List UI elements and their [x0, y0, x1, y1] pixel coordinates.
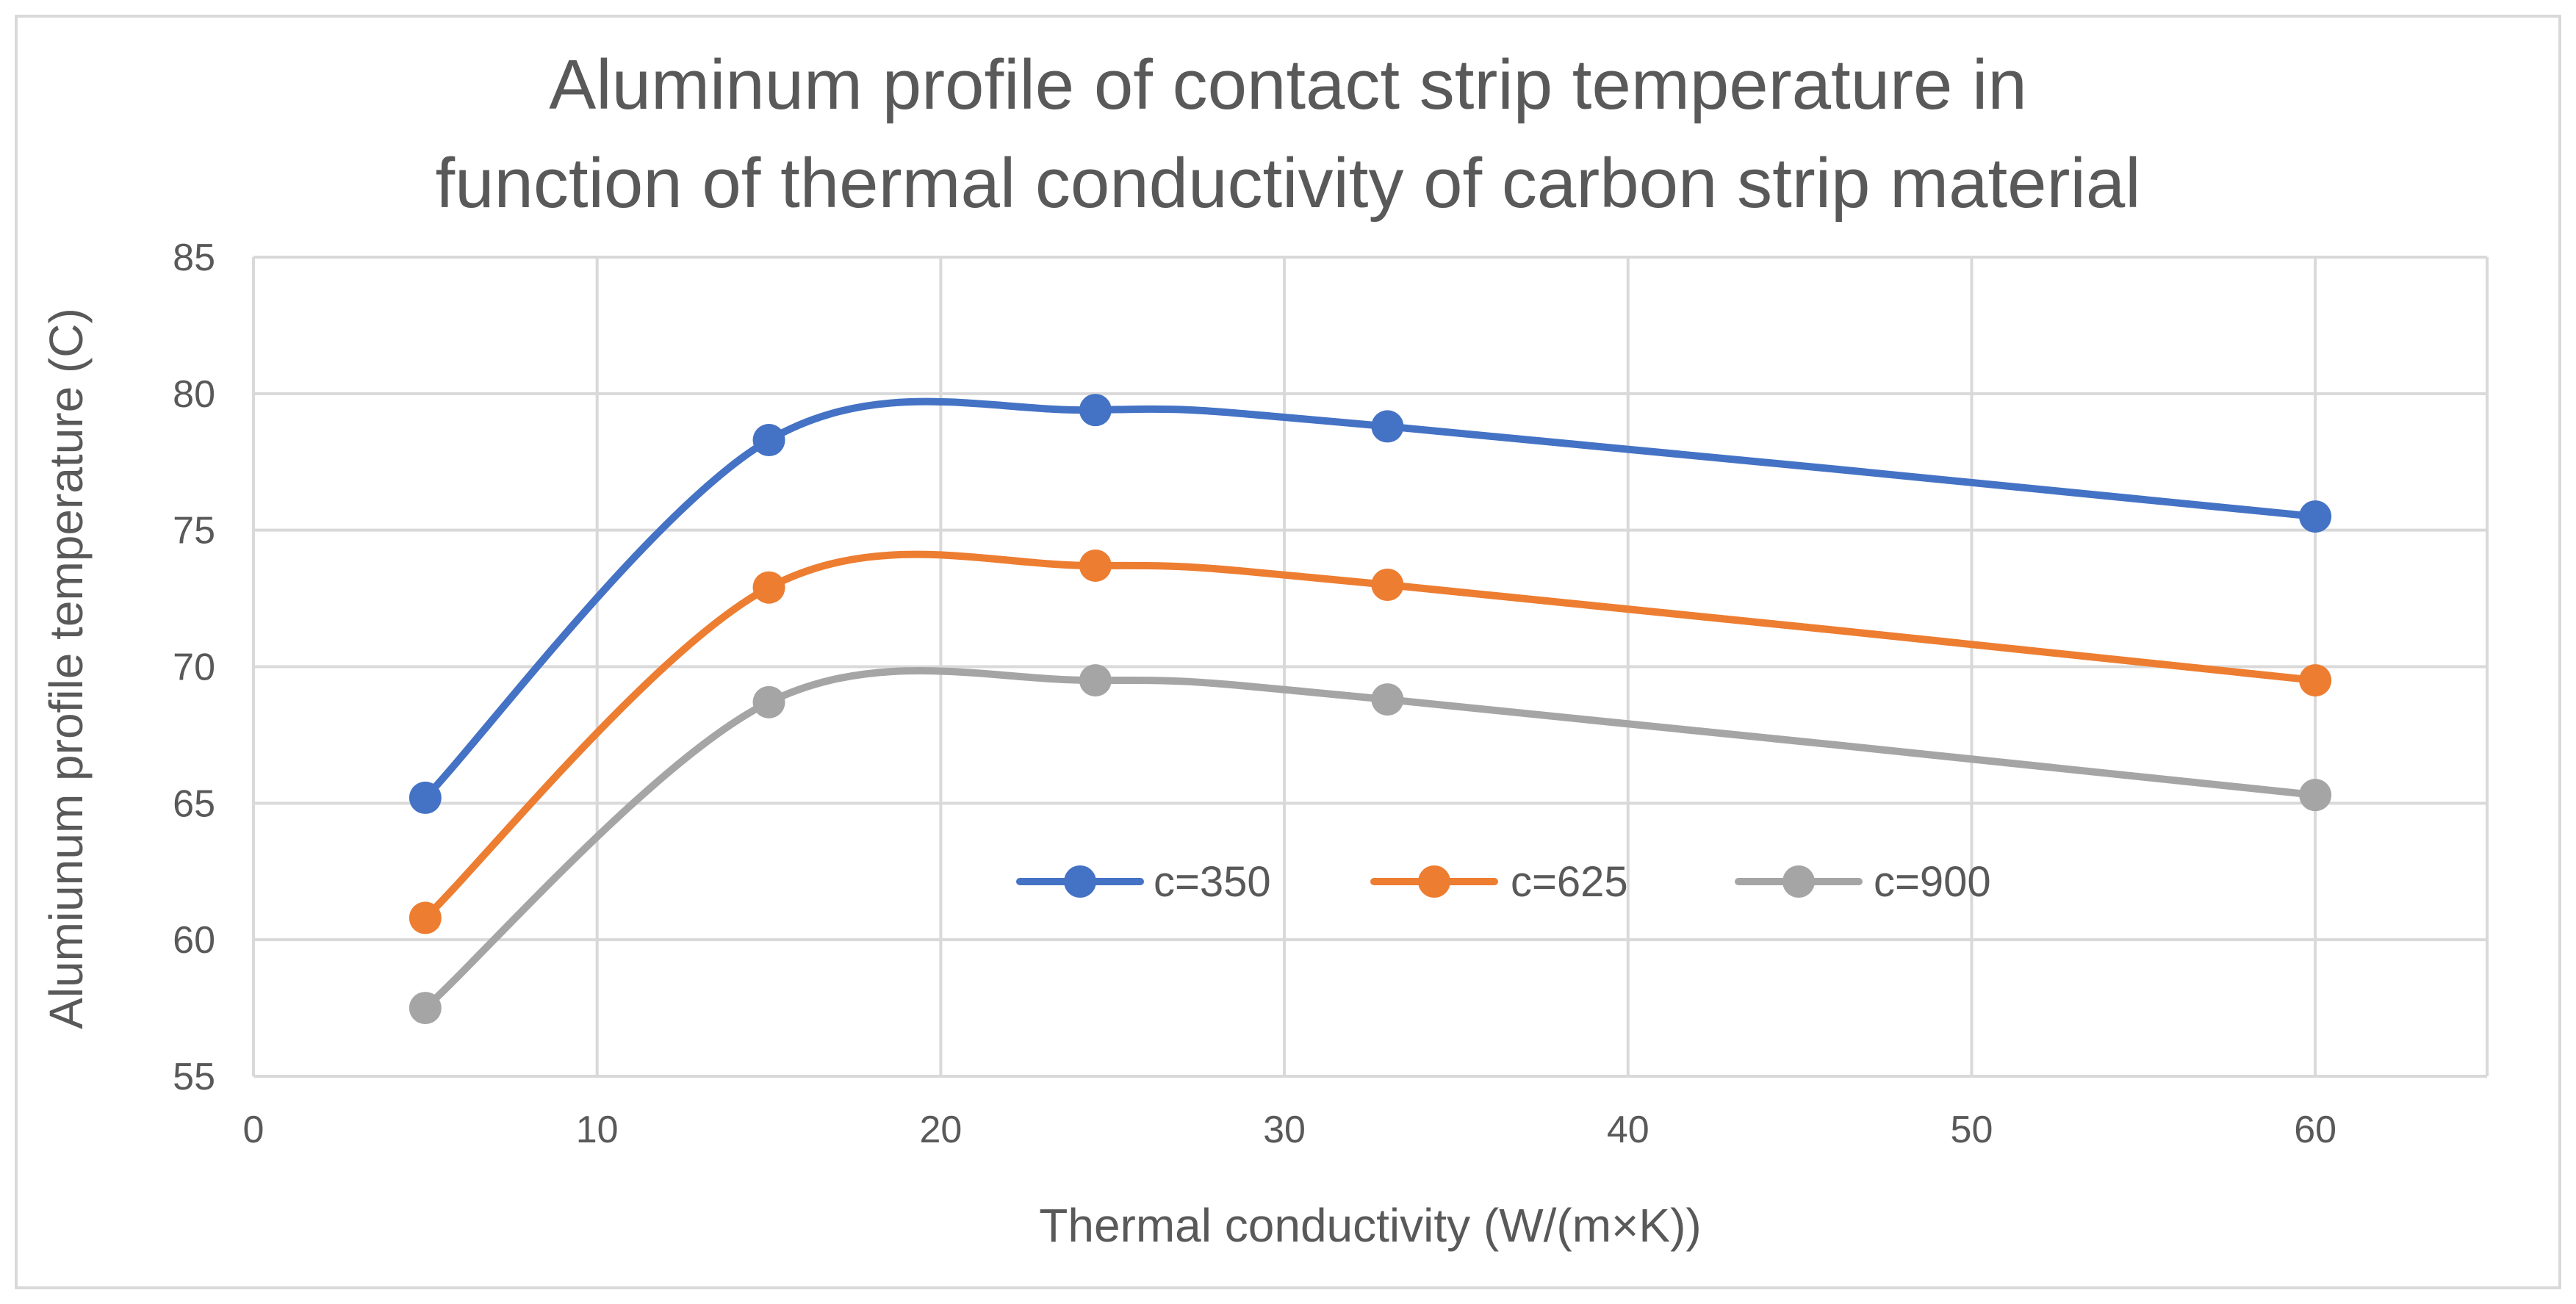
data-point-c350-3 — [1371, 410, 1404, 443]
y-axis-title: Alumiunum profile temperature (C) — [40, 308, 93, 1029]
legend-label-c900: c=900 — [1874, 858, 1991, 906]
series-line-c350 — [421, 397, 2320, 802]
series-line-c625 — [421, 550, 2320, 922]
data-point-c625-4 — [2299, 664, 2332, 697]
legend-label-c350: c=350 — [1154, 858, 1271, 906]
data-point-c625-2 — [1079, 549, 1112, 582]
data-point-c900-2 — [1079, 664, 1112, 697]
legend-marker-c350 — [1064, 865, 1096, 898]
x-axis-title: Thermal conductivity (W/(m×K)) — [1039, 1199, 1701, 1252]
x-tick-label: 60 — [2294, 1109, 2336, 1151]
y-tick-label: 70 — [173, 646, 215, 689]
y-tick-label: 55 — [173, 1056, 215, 1098]
y-tick-label: 85 — [173, 237, 215, 279]
y-tick-labels: 55 60 65 70 75 80 85 — [173, 237, 215, 1098]
y-tick-label: 65 — [173, 782, 215, 825]
x-tick-label: 50 — [1951, 1109, 1993, 1151]
data-point-c900-0 — [409, 992, 442, 1025]
data-point-c625-3 — [1371, 569, 1404, 601]
data-point-c350-0 — [409, 781, 442, 814]
legend-item-c350: c=350 — [1016, 858, 1271, 906]
series-group — [409, 394, 2332, 1025]
legend-item-c900: c=900 — [1735, 858, 1991, 906]
x-tick-labels: 0 10 20 30 40 50 60 — [243, 1109, 2337, 1151]
chart-title-line-2: function of thermal conductivity of carb… — [435, 144, 2140, 223]
gridlines — [252, 256, 2489, 1076]
legend-label-c625: c=625 — [1511, 858, 1628, 906]
data-point-c900-4 — [2299, 779, 2332, 812]
data-point-c900-3 — [1371, 683, 1404, 716]
y-tick-label: 60 — [173, 919, 215, 962]
data-point-c625-0 — [409, 901, 442, 934]
data-point-c350-1 — [752, 424, 785, 457]
x-tick-label: 0 — [243, 1109, 265, 1151]
x-tick-label: 30 — [1263, 1109, 1306, 1151]
data-point-c350-2 — [1079, 394, 1112, 427]
legend-marker-c625 — [1418, 865, 1450, 898]
legend-marker-c900 — [1782, 865, 1815, 898]
data-point-c350-4 — [2299, 500, 2332, 533]
x-tick-label: 20 — [919, 1109, 962, 1151]
x-tick-label: 40 — [1607, 1109, 1649, 1151]
data-point-c900-1 — [752, 685, 785, 718]
y-tick-label: 75 — [173, 510, 215, 552]
chart-title-line-1: Aluminum profile of contact strip temper… — [549, 46, 2027, 124]
data-point-c625-1 — [752, 571, 785, 604]
legend-item-c625: c=625 — [1370, 858, 1628, 906]
y-tick-label: 80 — [173, 373, 215, 416]
legend: c=350 c=625 c=900 — [1016, 858, 1991, 906]
series-line-c900 — [421, 667, 2320, 1012]
x-tick-label: 10 — [576, 1109, 619, 1151]
